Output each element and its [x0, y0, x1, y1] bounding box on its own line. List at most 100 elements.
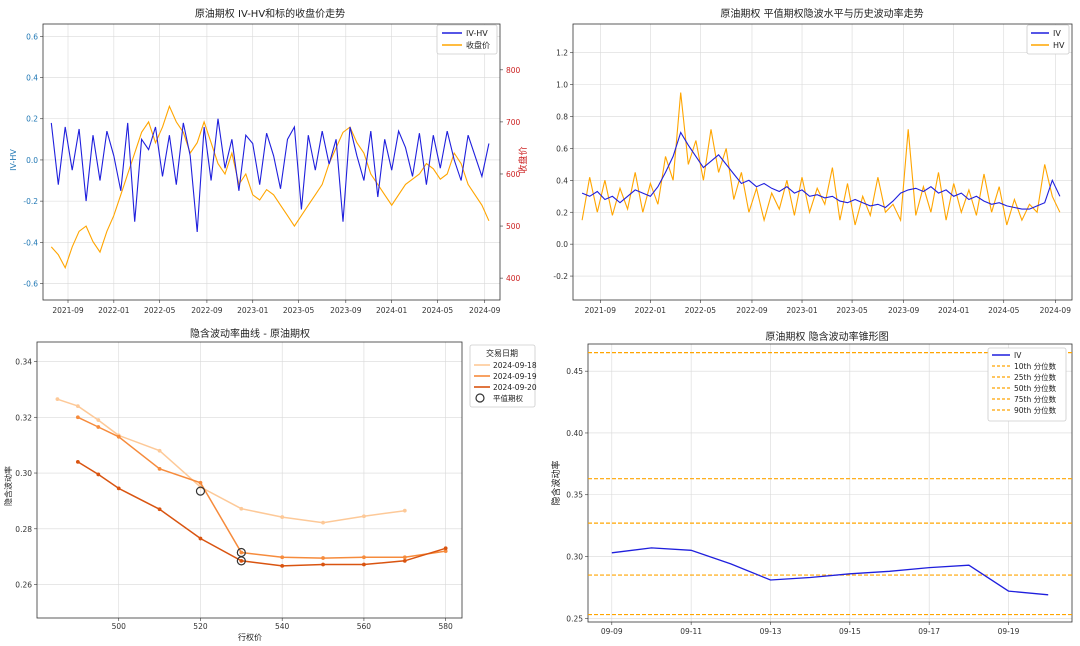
x-tick-label: 09-19	[998, 627, 1020, 636]
x-tick-label: 500	[112, 622, 127, 631]
series-point-2024-09-19	[280, 555, 285, 560]
y2-tick-label: 400	[506, 274, 521, 283]
x-tick-label: 2023-05	[283, 306, 315, 315]
legend-label-0919: 2024-09-19	[493, 372, 537, 381]
series-point-2024-09-20	[443, 546, 448, 551]
series-point-2024-09-20	[198, 536, 203, 541]
series-point-2024-09-20	[96, 472, 101, 477]
x-tick-label: 2024-09	[1040, 306, 1072, 315]
plot-frame	[572, 23, 1073, 301]
y2-tick-label: 700	[506, 118, 521, 127]
legend: IV 10th 分位数 25th 分位数 50th 分位数 75th 分位数 9…	[987, 347, 1067, 422]
series-point-2024-09-18	[96, 418, 101, 422]
series-point-2024-09-18	[321, 520, 325, 525]
y-tick-label: 0.30	[566, 553, 583, 562]
x-tick-label: 2022-05	[144, 306, 176, 315]
legend-label-0920: 2024-09-20	[493, 383, 537, 392]
series-point-2024-09-19	[321, 556, 325, 560]
series-point-2024-09-20	[402, 558, 407, 563]
series-line-close	[50, 104, 490, 270]
x-tick-label: 2023-09	[888, 306, 920, 315]
y-tick-label: 0.25	[566, 614, 583, 623]
y-axis-label: IV-HV	[9, 149, 18, 171]
legend: IV-HV 收盘价	[436, 24, 498, 55]
series-point-2024-09-19	[198, 480, 203, 485]
plot-area: 0.25 0.30 0.35 0.40 0.45 09-09 09-11 09-13 09-15…	[566, 343, 1073, 636]
series-point-2024-09-18	[157, 448, 162, 453]
series-line-2024-09-20	[77, 461, 446, 567]
series-point-2024-09-20	[239, 558, 244, 563]
plot-area: 0.26 0.28 0.30 0.32 0.34 500 520 540 560 580	[15, 341, 463, 631]
series-point-2024-09-20	[75, 459, 80, 464]
legend-label-p50: 50th 分位数	[1014, 383, 1057, 393]
plot-frame	[587, 343, 1073, 623]
x-tick-label: 2023-09	[330, 306, 362, 315]
y-tick-label: 0.8	[556, 113, 568, 122]
series-point-2024-09-18	[55, 397, 60, 402]
y-tick-label: 0.45	[566, 367, 583, 376]
series-line-2024-09-19	[77, 416, 446, 559]
y2-tick-label: 500	[506, 222, 521, 231]
plot-frame	[42, 23, 501, 301]
y-tick-label: 0.4	[556, 176, 568, 185]
x-tick-label: 2021-09	[52, 306, 84, 315]
y-tick-label: 0.35	[566, 491, 583, 500]
x-tick-label: 520	[193, 622, 208, 631]
x-tick-label: 09-11	[680, 627, 702, 636]
y-tick-label: 1.0	[556, 81, 568, 90]
x-tick-label: 2024-01	[376, 306, 408, 315]
x-tick-label: 2024-05	[422, 306, 454, 315]
x-tick-label: 2022-05	[685, 306, 717, 315]
chart-title: 原油期权 平值期权隐波水平与历史波动率走势	[720, 7, 923, 20]
y-tick-label: 0.0	[26, 156, 38, 165]
series-point-2024-09-19	[362, 555, 366, 560]
y-tick-label: 0.30	[15, 469, 32, 478]
x-axis-label: 行权价	[238, 632, 262, 642]
atm-marker	[236, 556, 246, 566]
legend-label-iv: IV	[1014, 351, 1022, 360]
y2-tick-label: 800	[506, 66, 521, 75]
legend-label-0918: 2024-09-18	[493, 361, 537, 370]
legend: IV HV	[1026, 24, 1070, 55]
legend-label-close: 收盘价	[466, 40, 490, 50]
x-tick-label: 2022-01	[635, 306, 667, 315]
x-tick-label: 09-15	[839, 627, 861, 636]
y-tick-label: 0.2	[556, 208, 568, 217]
y-tick-label: 0.4	[26, 74, 38, 83]
x-tick-label: 09-17	[918, 627, 940, 636]
series-point-2024-09-19	[157, 466, 162, 471]
chart-title: 原油期权 IV-HV和标的收盘价走势	[195, 7, 345, 20]
plot-frame	[36, 341, 463, 619]
series-point-2024-09-19	[116, 434, 121, 439]
series-point-2024-09-20	[362, 562, 366, 567]
legend-label-hv: HV	[1053, 41, 1065, 50]
series-point-2024-09-20	[157, 507, 162, 512]
x-tick-label: 2024-01	[938, 306, 970, 315]
y2-tick-label: 600	[506, 170, 521, 179]
y-tick-label: 0.32	[15, 413, 32, 422]
plot-area: -0.6 -0.4 -0.2 0.0 0.2 0.4 0.6 2021-09 2022-01 20…	[23, 23, 521, 315]
series-point-2024-09-18	[280, 515, 285, 519]
legend-label-p75: 75th 分位数	[1014, 394, 1057, 404]
legend-title: 交易日期	[486, 348, 518, 358]
legend-label-p10: 10th 分位数	[1014, 361, 1057, 371]
x-tick-label: 2021-09	[585, 306, 617, 315]
legend-label-p90: 90th 分位数	[1014, 405, 1057, 415]
y2-axis-label: 收盘价	[517, 146, 529, 173]
x-tick-label: 580	[438, 622, 453, 631]
y-tick-label: 0.34	[15, 358, 32, 367]
y-axis-label: 隐含波动率	[3, 466, 13, 506]
y-tick-label: 0.26	[15, 581, 32, 590]
series-point-2024-09-18	[75, 404, 80, 409]
y-tick-label: 1.2	[556, 49, 568, 58]
x-tick-label: 2024-05	[988, 306, 1020, 315]
series-line-iv-hv	[50, 118, 490, 233]
x-tick-label: 2024-09	[469, 306, 501, 315]
series-line-2024-09-18	[57, 398, 405, 524]
y-tick-label: -0.2	[23, 197, 38, 206]
legend: 交易日期 2024-09-18 2024-09-19 2024-09-20 平值…	[469, 344, 537, 408]
chart-atm-iv-hv: 原油期权 平值期权隐波水平与历史波动率走势 -0.2 0.0 0.2 0.4 0.6 0.…	[553, 7, 1073, 315]
y-tick-label: 0.40	[566, 429, 583, 438]
series-point-2024-09-19	[402, 555, 407, 560]
legend-label-iv-hv: IV-HV	[466, 29, 488, 38]
